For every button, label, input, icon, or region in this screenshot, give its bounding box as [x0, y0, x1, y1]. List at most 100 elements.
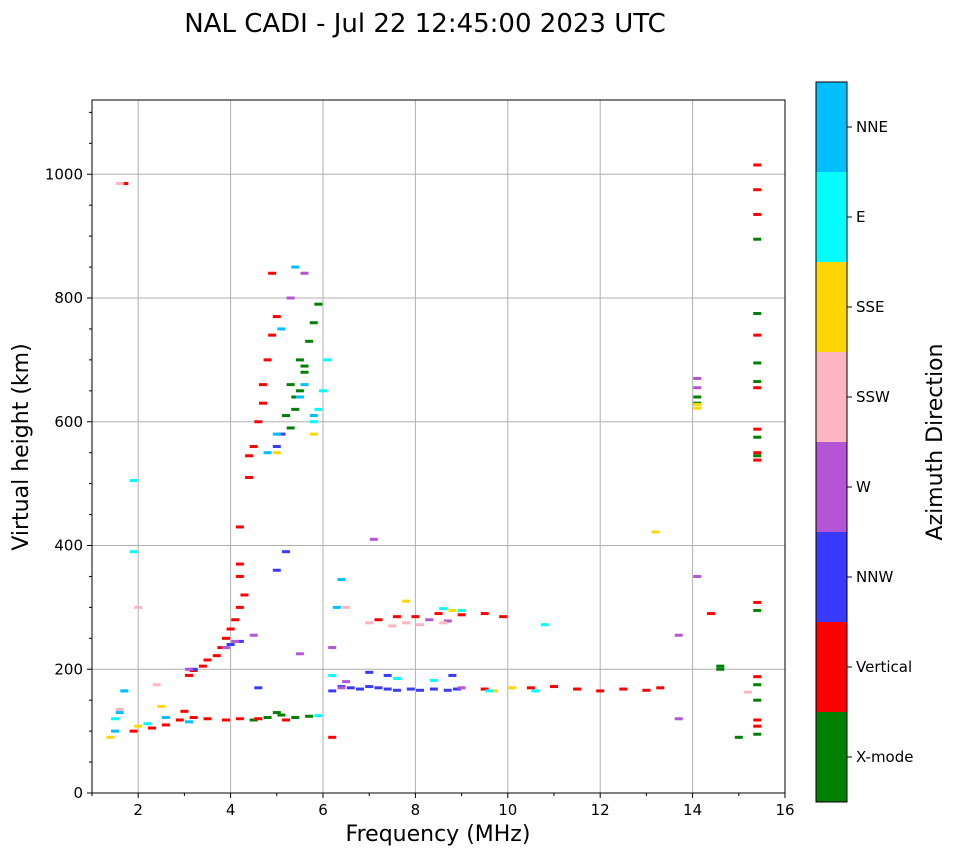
echo-point	[319, 389, 327, 393]
echo-point	[175, 718, 184, 722]
colorbar-label: Azimuth Direction	[923, 343, 948, 540]
echo-point	[268, 333, 277, 337]
colorbar-segment	[816, 442, 847, 532]
echo-point	[656, 686, 665, 690]
echo-point	[716, 667, 725, 671]
echo-point	[314, 407, 323, 411]
colorbar-segment	[816, 712, 847, 802]
echo-point	[429, 678, 438, 682]
echo-point	[272, 432, 281, 436]
colorbar-tick-label: SSW	[856, 388, 890, 406]
echo-point	[309, 432, 318, 436]
echo-point	[300, 383, 309, 387]
echo-point	[263, 358, 272, 362]
echo-point	[540, 623, 549, 627]
echo-point	[365, 670, 374, 674]
echo-point	[291, 265, 300, 269]
echo-point	[263, 451, 272, 455]
echo-point	[508, 686, 517, 690]
echo-point	[744, 690, 753, 694]
colorbar-tick-label: W	[856, 478, 871, 496]
x-tick-label: 2	[133, 801, 143, 819]
echo-point	[753, 698, 762, 702]
echo-point	[286, 296, 295, 300]
echo-point	[286, 383, 295, 387]
echo-point	[332, 605, 341, 609]
echo-point	[249, 445, 258, 448]
echo-point	[753, 386, 762, 390]
echo-point	[115, 711, 124, 715]
echo-point	[180, 709, 189, 713]
echo-point	[388, 624, 397, 628]
echo-point	[282, 718, 291, 722]
echo-point	[291, 407, 300, 411]
echo-point	[753, 718, 762, 722]
echo-point	[443, 619, 452, 623]
echo-point	[596, 689, 605, 693]
echo-point	[277, 327, 286, 331]
echo-point	[231, 618, 240, 622]
echo-point	[185, 667, 194, 671]
echo-point	[753, 361, 762, 365]
echo-point	[231, 639, 240, 643]
echo-point	[753, 454, 762, 458]
y-tick-label: 200	[54, 660, 83, 678]
echo-point	[226, 627, 235, 631]
echo-point	[295, 652, 304, 656]
echo-point	[268, 271, 277, 275]
echo-point	[272, 315, 281, 319]
echo-point	[295, 358, 304, 362]
y-tick-label: 400	[54, 537, 83, 555]
echo-point	[106, 735, 115, 739]
echo-point	[337, 686, 346, 690]
echo-point	[480, 612, 489, 616]
colorbar-tick-label: NNE	[856, 118, 888, 136]
echo-point	[439, 621, 448, 625]
echo-point	[416, 688, 425, 692]
echo-point	[693, 395, 702, 399]
x-tick-label: 14	[683, 801, 702, 819]
echo-point	[221, 718, 230, 722]
echo-point	[235, 639, 244, 643]
echo-point	[111, 717, 120, 721]
echo-point	[111, 729, 120, 733]
echo-point	[452, 687, 461, 691]
echo-point	[693, 376, 702, 380]
echo-point	[309, 420, 318, 424]
echo-point	[272, 445, 281, 448]
echo-point	[406, 687, 415, 691]
echo-point	[272, 568, 281, 572]
echo-point	[254, 686, 263, 690]
colorbar-segment	[816, 82, 847, 172]
echo-point	[291, 395, 300, 399]
echo-point	[365, 685, 374, 689]
echo-point	[305, 339, 314, 343]
echo-point	[240, 593, 249, 597]
echo-point	[254, 717, 263, 721]
echo-point	[300, 370, 309, 374]
echo-point	[245, 475, 254, 479]
x-tick-label: 12	[591, 801, 610, 819]
echo-point	[282, 414, 291, 418]
echo-point	[531, 689, 540, 693]
echo-point	[489, 689, 498, 693]
echo-point	[457, 686, 466, 690]
echo-point	[235, 562, 244, 566]
echo-point	[753, 608, 762, 612]
echo-point	[314, 714, 323, 718]
y-tick-label: 800	[54, 289, 83, 307]
echo-point	[120, 182, 129, 186]
echo-point	[674, 717, 683, 721]
colorbar-frame	[815, 81, 848, 803]
echo-point	[674, 633, 683, 637]
echo-point	[277, 432, 286, 436]
colorbar-tick-label: SSE	[856, 298, 885, 316]
echo-point	[300, 271, 309, 275]
echo-point	[314, 302, 323, 306]
echo-point	[642, 688, 651, 692]
x-tick-label: 10	[498, 801, 517, 819]
echo-point	[203, 658, 212, 662]
echo-point	[129, 550, 138, 554]
axis-ticks: 2 4 6 8 10 12 14 16 0 200 400 600 800 1000	[45, 111, 795, 819]
